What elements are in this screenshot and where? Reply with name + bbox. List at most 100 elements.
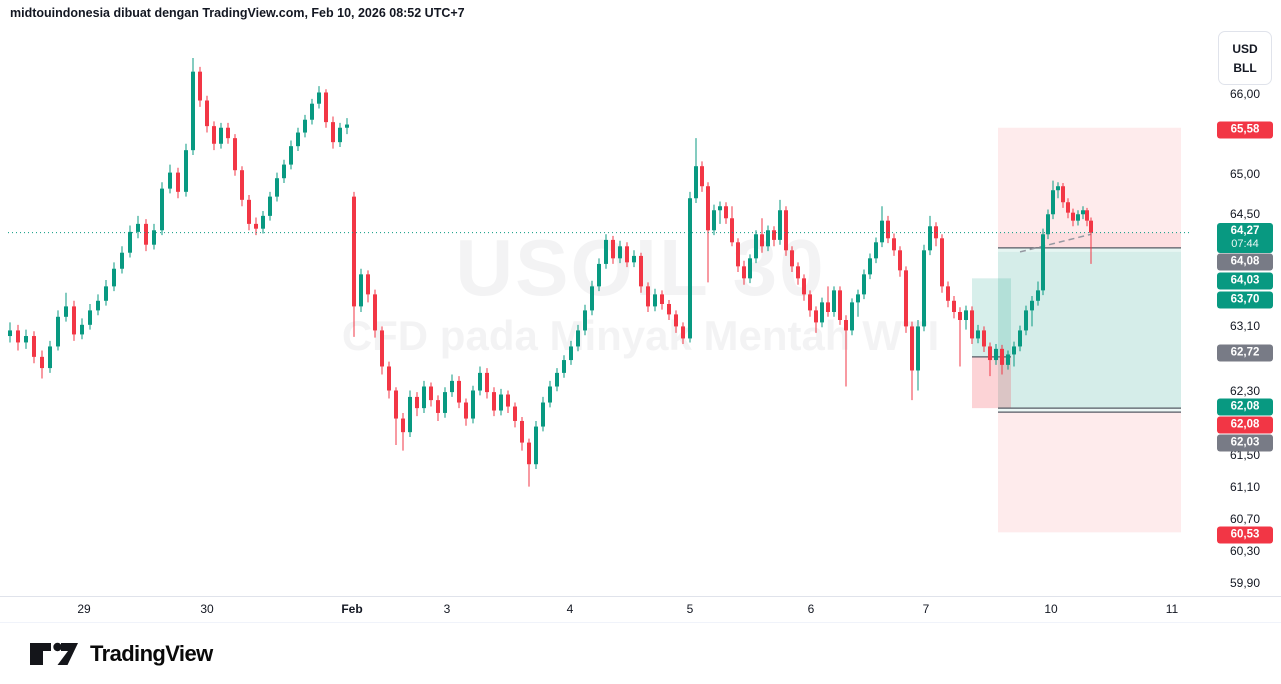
price-badge: 65,58 [1217,121,1273,139]
candle-body [88,310,92,325]
price-badge: 62,03 [1217,434,1273,452]
candle-body [730,218,734,243]
small-long-risk-zone[interactable] [972,356,1011,409]
candle-body [513,406,517,421]
tradingview-logo-icon[interactable] [28,641,80,667]
time-axis-label: Feb [341,602,363,616]
time-axis-label: 29 [77,602,91,616]
candle-body [387,366,391,391]
candle-body [874,242,878,259]
candle-body [904,270,908,327]
time-axis-label: 10 [1044,602,1058,616]
candle-body [366,274,370,295]
candle-body [958,311,962,321]
price-badge: 62,08 [1217,398,1273,416]
candle-body [576,330,580,347]
candle-body [814,310,818,323]
candle-body [1061,186,1065,203]
attribution-text: midtouindonesia dibuat dengan TradingVie… [10,6,465,20]
time-axis-label: 3 [443,602,451,616]
candle-body [1012,346,1016,355]
candle-body [436,400,440,413]
candle-body [1030,300,1034,311]
candle-body [724,206,728,219]
candle-body [191,71,195,151]
candle-body [261,215,265,229]
price-tick-label: 62,30 [1229,383,1261,398]
candle-body [850,302,854,331]
candle-body [422,386,426,409]
candle-body [1071,212,1075,221]
tradingview-logo-text[interactable]: TradingView [90,640,213,666]
long-profit-zone[interactable] [998,251,1181,413]
candle-body [205,100,209,127]
candle-body [618,246,622,259]
candle-body [632,255,636,263]
candle-body [736,242,740,267]
candle-body [212,126,216,144]
candle-body [450,380,454,393]
candle-body [380,330,384,367]
candle-body [700,166,704,187]
candle-body [168,172,172,189]
small-long-profit-zone[interactable] [972,278,1011,357]
candle-body [982,330,986,347]
candle-body [1056,186,1060,191]
price-badge: 62,08 [1217,416,1273,434]
candle-body [80,324,84,335]
dashed-guide-line [1019,233,1092,253]
candle-body [152,230,156,245]
candle-body [1076,214,1080,221]
short-profit-zone[interactable] [998,247,1181,409]
candle-body [457,380,461,403]
candle-body [317,92,321,104]
candle-body [754,234,758,259]
candle-body [1041,234,1045,291]
candle-body [910,326,914,371]
candle-body [120,252,124,269]
candle-body [394,390,398,419]
candle-body [464,402,468,419]
candle-body [952,300,956,312]
candle-body [1000,348,1004,365]
candle-body [40,356,44,369]
candle-body [506,394,510,407]
candle-body [667,303,671,315]
candle-body [24,336,28,343]
candle-body [520,420,524,443]
unit-label: BLL [1233,60,1257,75]
candle-body [976,330,980,339]
candle-body [268,196,272,216]
candle-body [275,178,279,197]
price-badge: 63,70 [1217,291,1273,309]
time-axis[interactable]: 29 30 Feb 3 4 5 6 7 10 11 [0,596,1281,623]
candle-body [569,346,573,361]
candle-body [994,348,998,361]
price-axis[interactable]: 66,00 65,00 64,50 63,10 62,30 61,50 61,10 60,70… [1192,0,1281,598]
candle-body [772,230,776,240]
candle-body [790,250,794,267]
candle-body [345,124,349,128]
candle-body [862,274,866,295]
candle-body [527,442,531,465]
candle-body [562,360,566,373]
candle-body [548,386,552,403]
candlestick-chart[interactable] [0,0,1192,598]
candle-body [219,127,223,144]
candle-body [748,258,752,279]
symbol-currency-box[interactable]: USD BLL [1218,31,1272,85]
candle-body [56,316,60,347]
candle-body [928,226,932,251]
long-risk-zone[interactable] [998,412,1181,533]
candle-body [289,146,293,165]
candle-body [604,239,608,264]
candle-body [144,223,148,245]
candle-body [128,231,132,253]
candle-body [660,294,664,304]
candle-body [1066,202,1070,213]
candle-body [826,302,830,312]
footer-bar: TradingView [0,622,1281,684]
price-badge: 62,72 [1217,344,1273,362]
price-tick-label: 60,30 [1229,543,1261,558]
